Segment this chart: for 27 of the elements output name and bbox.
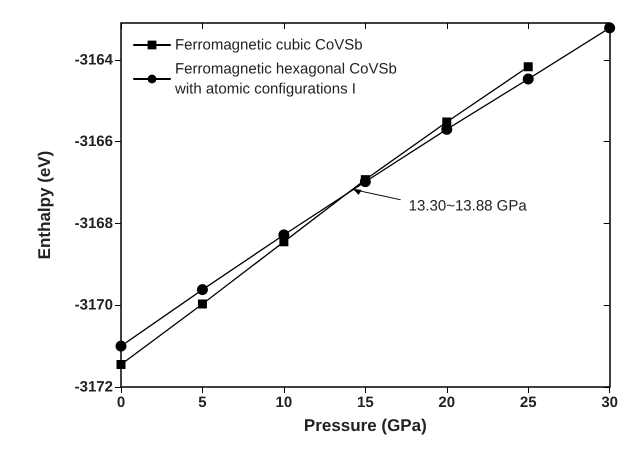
legend-label: Ferromagnetic hexagonal CoVSb with atomic configurations I (174, 60, 397, 98)
annotation: 13.30~13.88 GPa (408, 197, 528, 214)
point (442, 117, 452, 126)
legend-label: Ferromagnetic cubic CoVSb (175, 36, 363, 54)
point (279, 237, 288, 246)
chart-area: 13.30~13.88 GPa Enthalpy (eV) Pressure (GPa) -3172 -3170 -3168 -3166 -3164 0 5 10 15 20 25 30 Ferromagnetic cubic CoVSb Ferromagnetic hexagonal CoVSb with atomic configurations I (8, 8, 621, 453)
point (116, 360, 126, 370)
point (196, 284, 208, 296)
point (522, 74, 534, 85)
x-tick-label: 25 (520, 394, 537, 411)
x-tick-label: 30 (601, 394, 618, 411)
x-tick-label: 0 (116, 394, 126, 411)
point (116, 340, 126, 352)
y-tick-label: -3164 (74, 51, 114, 68)
x-tick-label: 10 (276, 394, 292, 411)
x-tick-label: 5 (198, 394, 207, 411)
point (198, 299, 207, 308)
y-axis-title: Enthalpy (eV) (35, 150, 54, 260)
point (604, 22, 616, 34)
x-axis-title: Pressure (GPa) (304, 416, 427, 435)
y-tick-label: -3168 (74, 214, 113, 232)
x-tick-label: 15 (356, 394, 374, 411)
y-tick-label: -3166 (74, 133, 113, 150)
y-tick-label: -3170 (74, 296, 113, 314)
y-tick-label: -3172 (74, 378, 113, 396)
x-tick-label: 20 (438, 394, 456, 411)
point (524, 62, 533, 72)
